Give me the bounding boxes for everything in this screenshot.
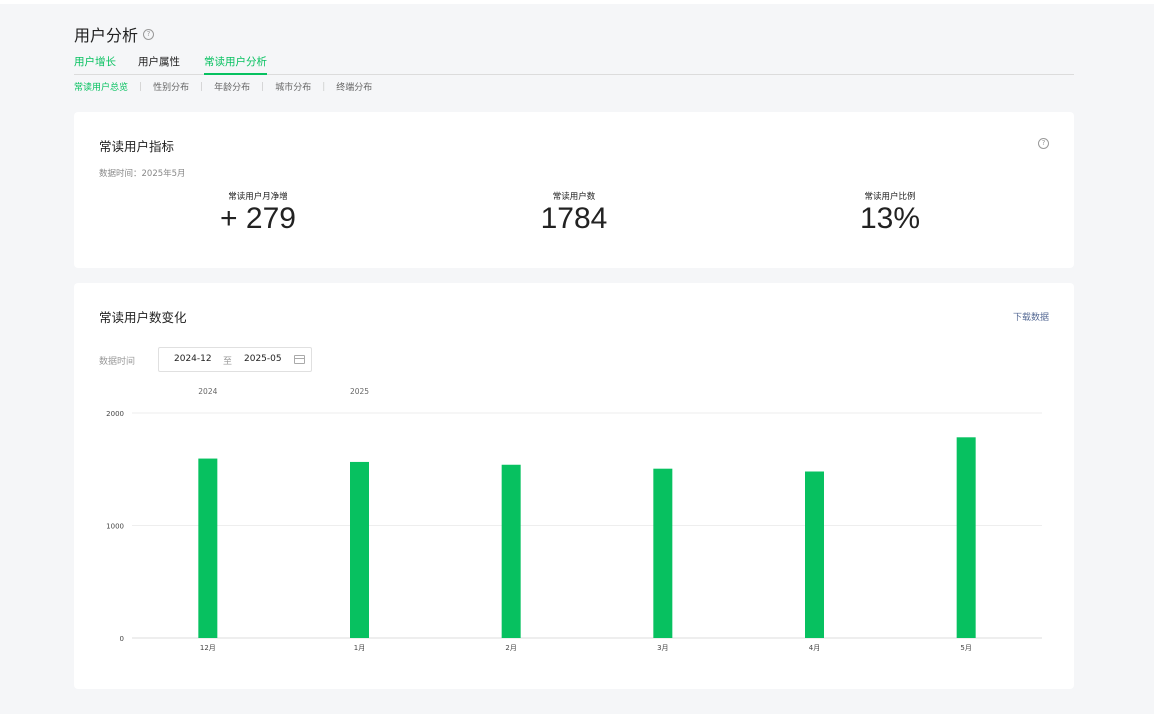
tab-user-growth[interactable]: 用户增长: [74, 56, 116, 68]
bar: [653, 468, 673, 638]
x-tick-label: 3月: [657, 644, 668, 652]
x-tick-label: 2月: [505, 644, 516, 652]
sub-tabs: 常读用户总览 | 性别分布 | 年龄分布 | 城市分布 | 终端分布: [74, 80, 373, 94]
date-range-picker[interactable]: 2024-12 至 2025-05: [158, 347, 312, 372]
tab-frequent-readers[interactable]: 常读用户分析: [204, 54, 267, 75]
bar: [350, 461, 369, 638]
metrics-card: 常读用户指标 ? 数据时间：2025年5月 常读用户月净增 + 279 常读用户…: [74, 112, 1074, 268]
metrics-card-title: 常读用户指标: [99, 139, 175, 154]
subtab-gender[interactable]: 性别分布: [153, 83, 190, 93]
y-tick-label: 1000: [106, 523, 124, 531]
trend-card: 常读用户数变化 下载数据 数据时间 2024-12 至 2025-05 0 100…: [74, 283, 1074, 689]
x-tick-label: 1月: [354, 644, 365, 652]
metric-label: 常读用户月净增: [228, 192, 288, 202]
metric-value: 13%: [859, 202, 921, 235]
reader-count-bar-chart: 0 1000 2000 2024 2025 12月 1月 2月 3月 4月 5月: [106, 387, 1042, 652]
x-tick-label: 12月: [200, 644, 216, 652]
date-end[interactable]: 2025-05: [244, 354, 282, 364]
data-time: 数据时间：2025年5月: [99, 169, 186, 179]
trend-card-title: 常读用户数变化: [99, 310, 187, 325]
bar: [956, 437, 976, 638]
page-header: 用户分析 ? 用户增长 用户属性 常读用户分析 常读用户总览 | 性别分布 | …: [74, 24, 1074, 93]
page-title: 用户分析: [74, 26, 139, 45]
metric-reader-ratio: 常读用户比例 13%: [790, 190, 990, 234]
bar: [501, 464, 521, 638]
subtab-divider: |: [322, 81, 326, 92]
metric-reader-count: 常读用户数 1784: [474, 190, 674, 234]
subtab-device[interactable]: 终端分布: [336, 83, 373, 93]
x-tick-label: 4月: [809, 644, 820, 652]
y-tick-label: 2000: [106, 410, 124, 418]
x-tick-label: 5月: [960, 644, 971, 652]
download-data-link[interactable]: 下载数据: [1012, 313, 1049, 323]
metric-label: 常读用户数: [552, 192, 596, 202]
help-icon[interactable]: ?: [143, 28, 155, 40]
y-tick-label: 0: [120, 635, 124, 643]
subtab-divider: |: [261, 81, 265, 92]
bar: [198, 458, 218, 638]
subtab-divider: |: [200, 81, 204, 92]
metric-label: 常读用户比例: [864, 192, 916, 202]
help-icon[interactable]: ?: [1038, 138, 1049, 149]
metric-net-growth: 常读用户月净增 + 279: [158, 190, 358, 234]
date-separator: 至: [223, 357, 233, 367]
date-start[interactable]: 2024-12: [174, 354, 212, 364]
bar: [805, 471, 824, 638]
year-label: 2025: [350, 387, 369, 396]
metric-value: + 279: [220, 202, 296, 235]
date-range-label: 数据时间: [99, 357, 136, 367]
subtab-overview[interactable]: 常读用户总览: [74, 83, 129, 93]
subtab-divider: |: [139, 81, 143, 92]
tab-user-attributes[interactable]: 用户属性: [138, 56, 180, 68]
subtab-city[interactable]: 城市分布: [275, 83, 312, 93]
calendar-icon[interactable]: [294, 355, 305, 364]
page-background: 用户分析 ? 用户增长 用户属性 常读用户分析 常读用户总览 | 性别分布 | …: [0, 4, 1154, 714]
subtab-age[interactable]: 年龄分布: [214, 83, 251, 93]
year-label: 2024: [198, 387, 217, 396]
main-tabs: 用户增长 用户属性 常读用户分析: [74, 54, 1074, 75]
metric-value: 1784: [540, 202, 608, 235]
